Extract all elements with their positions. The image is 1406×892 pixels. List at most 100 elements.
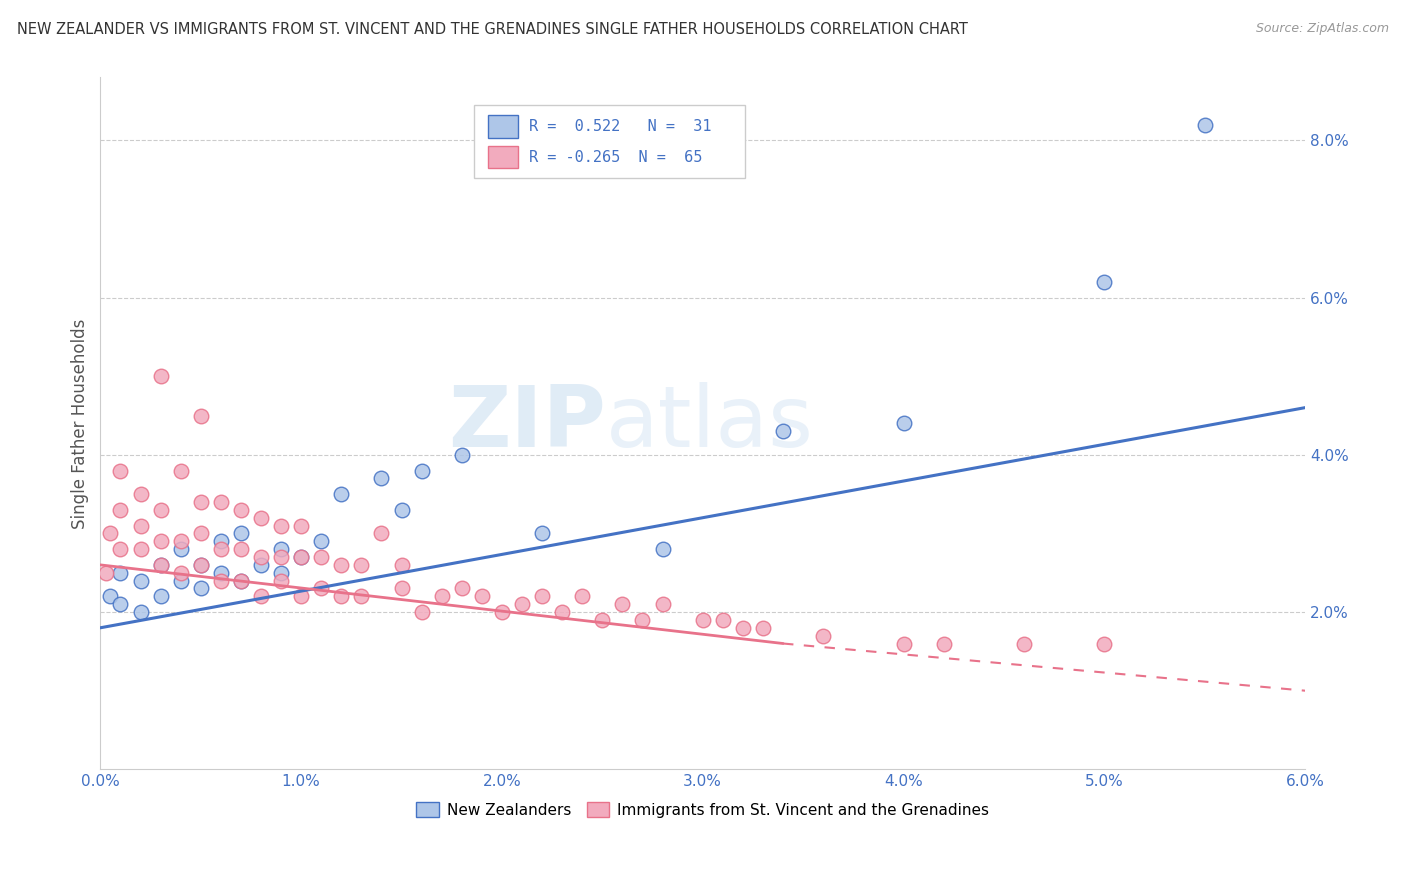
Point [309,582,332,596]
FancyBboxPatch shape [488,146,519,168]
Text: R = -0.265  N =  65: R = -0.265 N = 65 [529,150,703,164]
Point [190,526,212,541]
Point [169,566,191,580]
Point [752,621,775,635]
Point [270,574,292,588]
Point [129,542,152,557]
Point [651,542,673,557]
Text: ZIP: ZIP [449,382,606,465]
Point [250,549,273,564]
Point [110,542,132,557]
Point [209,495,232,509]
Point [229,503,252,517]
Point [149,534,172,549]
FancyBboxPatch shape [474,105,745,178]
Text: R =  0.522   N =  31: R = 0.522 N = 31 [529,119,711,134]
Point [612,597,634,611]
Point [110,464,132,478]
Point [391,582,413,596]
Point [250,590,273,604]
Point [129,518,152,533]
Point [330,487,353,501]
Point [350,590,373,604]
Point [1092,636,1115,650]
Point [1012,636,1035,650]
Point [411,464,433,478]
Point [229,542,252,557]
Point [471,590,494,604]
Point [531,590,554,604]
Point [169,534,191,549]
Point [772,424,794,438]
Point [731,621,754,635]
Point [129,605,152,619]
Point [96,566,118,580]
Point [491,605,513,619]
Point [129,574,152,588]
Point [450,448,472,462]
Point [149,558,172,572]
Point [209,542,232,557]
Point [811,629,834,643]
Point [229,526,252,541]
Point [110,566,132,580]
Point [270,566,292,580]
Point [209,574,232,588]
Point [1092,275,1115,289]
Point [531,526,554,541]
Point [430,590,453,604]
Point [631,613,654,627]
Point [190,495,212,509]
Point [893,417,915,431]
Point [209,566,232,580]
Text: atlas: atlas [606,382,814,465]
Point [270,549,292,564]
Point [932,636,955,650]
Point [190,558,212,572]
FancyBboxPatch shape [488,115,519,137]
Point [250,510,273,524]
Point [330,590,353,604]
Point [370,471,392,485]
Point [229,574,252,588]
Point [571,590,593,604]
Point [591,613,613,627]
Point [290,518,312,533]
Point [100,526,122,541]
Point [290,549,312,564]
Point [209,534,232,549]
Point [270,542,292,557]
Point [651,597,673,611]
Point [229,574,252,588]
Point [169,542,191,557]
Text: Source: ZipAtlas.com: Source: ZipAtlas.com [1256,22,1389,36]
Point [190,582,212,596]
Text: NEW ZEALANDER VS IMMIGRANTS FROM ST. VINCENT AND THE GRENADINES SINGLE FATHER HO: NEW ZEALANDER VS IMMIGRANTS FROM ST. VIN… [17,22,967,37]
Point [149,369,172,384]
Point [391,503,413,517]
Y-axis label: Single Father Households: Single Father Households [72,318,89,529]
Legend: New Zealanders, Immigrants from St. Vincent and the Grenadines: New Zealanders, Immigrants from St. Vinc… [411,796,995,824]
Point [270,518,292,533]
Point [1194,118,1216,132]
Point [149,503,172,517]
Point [309,534,332,549]
Point [711,613,734,627]
Point [692,613,714,627]
Point [350,558,373,572]
Point [250,558,273,572]
Point [510,597,533,611]
Point [551,605,574,619]
Point [290,549,312,564]
Point [129,487,152,501]
Point [309,549,332,564]
Point [110,503,132,517]
Point [893,636,915,650]
Point [411,605,433,619]
Point [110,597,132,611]
Point [330,558,353,572]
Point [169,574,191,588]
Point [190,409,212,423]
Point [290,590,312,604]
Point [190,558,212,572]
